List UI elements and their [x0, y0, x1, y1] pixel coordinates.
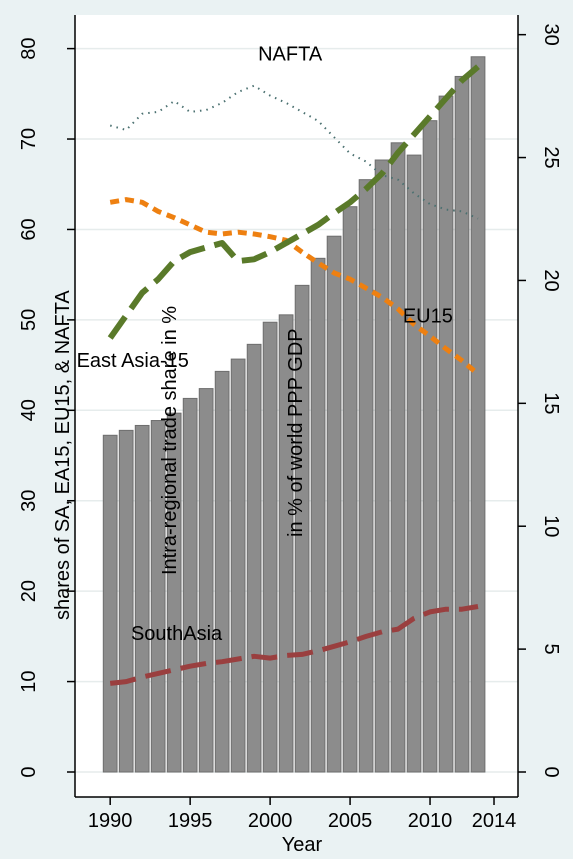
bar: [134, 424, 150, 773]
y-left-tick-label: 10: [18, 670, 40, 692]
y-right-tick-label: 15: [540, 392, 562, 414]
bar: [422, 120, 438, 773]
bar: [198, 388, 214, 773]
bar: [182, 397, 198, 773]
bar: [214, 370, 230, 773]
bar: [230, 358, 246, 773]
line-series: [107, 64, 480, 686]
bar: [262, 321, 278, 773]
series-line: [107, 64, 480, 340]
bar: [118, 429, 134, 773]
series-line: [109, 197, 480, 377]
x-tick-label: 2005: [328, 810, 373, 832]
bar: [454, 75, 470, 773]
x-axis-title: Year: [282, 834, 323, 856]
annotation-label: NAFTA: [258, 43, 323, 65]
bar: [278, 314, 294, 773]
bar: [310, 257, 326, 773]
y-left-tick-label: 70: [18, 128, 40, 150]
bar: [294, 284, 310, 773]
bar: [326, 235, 342, 773]
y-axis-inner-title: Intra-regional trade share in %: [159, 306, 181, 575]
bar: [342, 206, 358, 773]
annotation-label: SouthAsia: [131, 623, 223, 645]
y-right-tick-label: 10: [540, 515, 562, 537]
y-left-tick-label: 40: [18, 399, 40, 421]
series-line: [109, 84, 479, 220]
x-tick-label: 2000: [248, 810, 293, 832]
y-left-tick-label: 80: [18, 37, 40, 59]
y-left-tick-label: 20: [18, 580, 40, 602]
y-left-tick-label: 0: [18, 766, 40, 777]
bar: [166, 412, 182, 773]
bar: [102, 434, 118, 773]
y-axis-left-title: shares of SA, EA15, EU15, & NAFTA: [52, 290, 74, 620]
y-right-tick-label: 25: [540, 146, 562, 168]
y-right-tick-label: 0: [540, 766, 562, 777]
x-tick-label: 1995: [168, 810, 213, 832]
series-line: [109, 604, 479, 686]
annotations: NAFTA EU15 East Asia-15 SouthAsia: [77, 43, 453, 645]
bar: [246, 343, 262, 773]
y-axis-right-title: in % of world PPP GDP: [285, 328, 307, 537]
bar: [358, 179, 374, 773]
y-right-tick-label: 5: [540, 644, 562, 655]
annotation-label: East Asia-15: [77, 350, 189, 372]
x-tick-label: 2014: [472, 810, 517, 832]
axes: 1990 1995 2000 2005 2010 20140102030405060708…: [18, 15, 562, 832]
y-right-tick-label: 20: [540, 269, 562, 291]
bar: [406, 154, 422, 773]
bar: [470, 56, 486, 773]
y-right-tick-label: 30: [540, 24, 562, 46]
bar: [390, 142, 406, 773]
annotation-label: EU15: [403, 306, 453, 328]
bar: [438, 95, 454, 773]
x-tick-label: 1990: [88, 810, 133, 832]
y-left-tick-label: 60: [18, 218, 40, 240]
y-left-tick-label: 50: [18, 309, 40, 331]
bar: [374, 159, 390, 773]
y-left-tick-label: 30: [18, 490, 40, 512]
x-tick-label: 2010: [408, 810, 453, 832]
bar-series: [102, 56, 486, 773]
bar: [150, 420, 166, 773]
